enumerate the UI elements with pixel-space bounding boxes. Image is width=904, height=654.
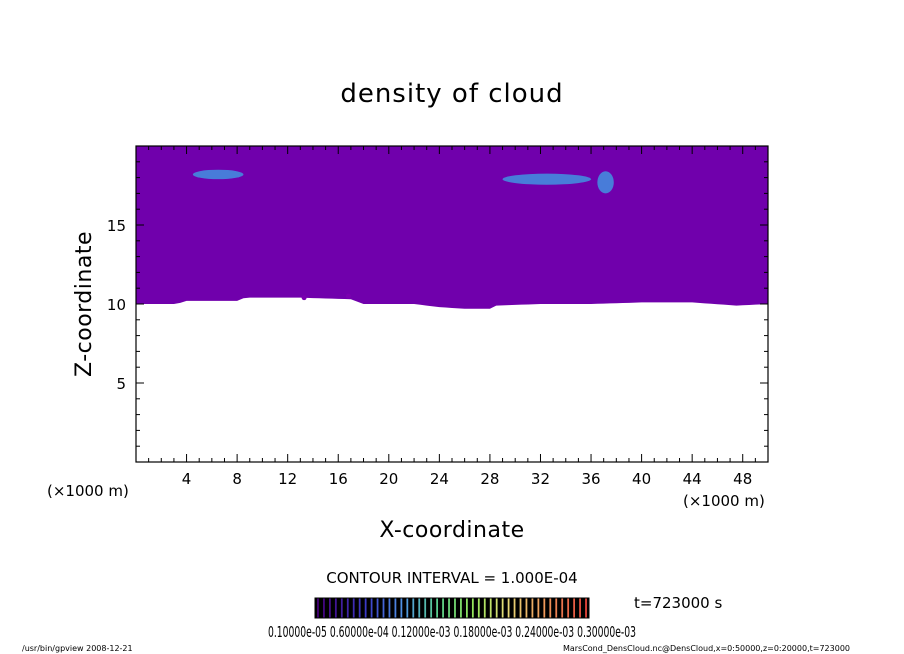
- colorbar-stripe: [489, 598, 492, 618]
- colorbar-stripes: [315, 598, 589, 618]
- x-tick-label: 24: [430, 470, 449, 488]
- colorbar-stripe: [466, 598, 468, 618]
- cloud-droplet: [345, 293, 351, 299]
- colorbar-stripe: [400, 598, 403, 618]
- x-tick-label: 8: [232, 470, 242, 488]
- x-tick-label: 44: [683, 470, 702, 488]
- colorbar-labels: 0.10000e-05 0.60000e-04 0.12000e-03 0.18…: [268, 623, 636, 641]
- chart-title: density of cloud: [340, 79, 563, 109]
- colorbar-stripe: [471, 598, 474, 618]
- colorbar-stripe: [448, 598, 450, 618]
- x-axis-label: X-coordinate: [379, 518, 524, 543]
- colorbar-stripe: [454, 598, 456, 618]
- colorbar-stripe: [364, 598, 367, 618]
- colorbar-stripe: [525, 598, 528, 618]
- colorbar-stripe: [317, 598, 319, 618]
- x-tick-label: 20: [379, 470, 398, 488]
- light-streak: [597, 171, 614, 194]
- colorbar-stripe: [394, 598, 397, 618]
- contour-interval-text: CONTOUR INTERVAL = 1.000E-04: [326, 569, 577, 587]
- colorbar-stripe: [352, 598, 355, 618]
- colorbar-stripe: [495, 598, 498, 618]
- colorbar-stripe: [424, 598, 427, 618]
- colorbar-stripe: [531, 598, 534, 618]
- colorbar-stripe: [442, 598, 444, 618]
- y-tick-label: 10: [107, 296, 126, 314]
- x-unit-left: (×1000 m): [47, 482, 129, 500]
- y-tick-label: 15: [107, 217, 126, 235]
- colorbar-stripe: [358, 598, 361, 618]
- colorbar-stripe: [329, 598, 331, 618]
- colorbar-stripe: [382, 598, 385, 618]
- colorbar-stripe: [346, 598, 349, 618]
- light-streak: [502, 173, 592, 185]
- colorbar: [314, 597, 590, 619]
- colorbar-stripe: [501, 598, 504, 618]
- colorbar-frame: [314, 597, 590, 619]
- x-tick-label: 4: [182, 470, 192, 488]
- colorbar-stripe: [436, 598, 439, 618]
- colorbar-stripe: [537, 598, 540, 618]
- x-tick-label: 28: [480, 470, 499, 488]
- colorbar-stripe: [567, 598, 570, 618]
- colorbar-stripe: [406, 598, 409, 618]
- colorbar-stripe: [430, 598, 433, 618]
- density-field: [136, 146, 768, 309]
- colorbar-stripe: [579, 598, 581, 618]
- colorbar-stripe: [370, 598, 373, 618]
- x-tick-label: 32: [531, 470, 550, 488]
- cloud-droplet: [301, 295, 307, 301]
- colorbar-stripe: [477, 598, 480, 618]
- light-streak: [192, 169, 244, 180]
- footer-left: /usr/bin/gpview 2008-12-21: [22, 644, 133, 653]
- colorbar-stripe: [543, 598, 546, 618]
- colorbar-stripe: [412, 598, 415, 618]
- colorbar-stripe: [376, 598, 379, 618]
- colorbar-stripe: [573, 598, 576, 618]
- x-unit-right: (×1000 m): [683, 492, 765, 510]
- x-tick-labels: 4 8 12 16 20 24 28 32 36 40 44 48: [182, 470, 752, 488]
- colorbar-stripe: [418, 598, 421, 618]
- colorbar-stripe: [388, 598, 391, 618]
- colorbar-stripe: [549, 598, 552, 618]
- axis-ticks: [136, 146, 768, 462]
- colorbar-stripe: [340, 598, 343, 618]
- time-label: t=723000 s: [634, 594, 722, 612]
- y-axis-label: Z-coordinate: [72, 231, 97, 377]
- x-tick-label: 36: [581, 470, 600, 488]
- y-tick-label: 5: [116, 375, 126, 393]
- colorbar-stripe: [585, 598, 587, 618]
- colorbar-stripe: [513, 598, 516, 618]
- colorbar-stripe: [519, 598, 522, 618]
- colorbar-stripe: [334, 598, 337, 618]
- footer-right: MarsCond_DensCloud.nc@DensCloud,x=0:5000…: [563, 644, 850, 653]
- x-tick-label: 48: [733, 470, 752, 488]
- colorbar-stripe: [507, 598, 510, 618]
- colorbar-background: [315, 598, 589, 618]
- colorbar-stripe: [561, 598, 564, 618]
- y-tick-labels: 5 10 15: [107, 217, 126, 393]
- x-tick-label: 40: [632, 470, 651, 488]
- x-tick-label: 16: [329, 470, 348, 488]
- x-tick-label: 12: [278, 470, 297, 488]
- colorbar-stripe: [460, 598, 462, 618]
- colorbar-stripe: [323, 598, 325, 618]
- colorbar-stripe: [483, 598, 486, 618]
- colorbar-stripe: [555, 598, 558, 618]
